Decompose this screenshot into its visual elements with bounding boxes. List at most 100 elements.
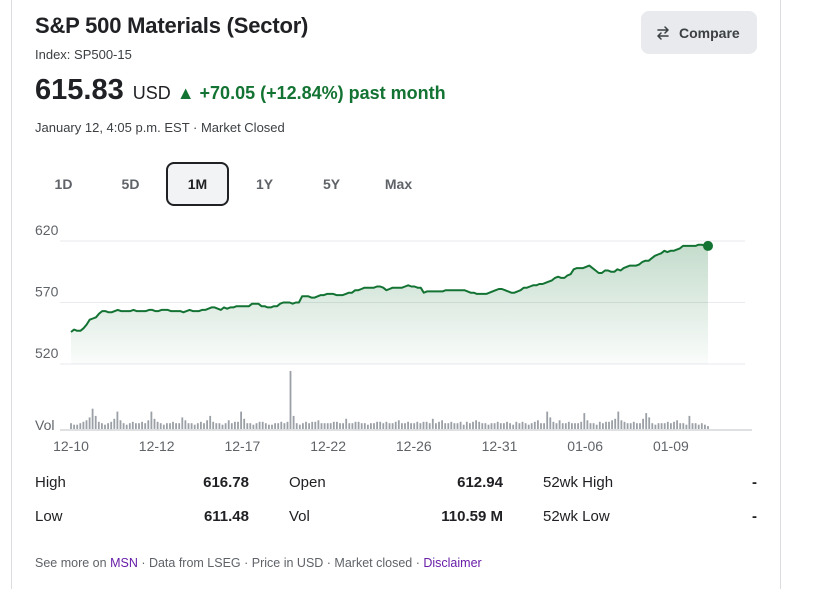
stats-table: High 616.78 Open 612.94 52wk High - Low …: [35, 474, 757, 542]
volume-bar: [209, 415, 212, 429]
y-axis-labels: 620 570 520: [35, 222, 59, 361]
disclaimer-link[interactable]: Disclaimer: [423, 556, 482, 570]
volume-bar: [456, 423, 459, 429]
y-tick-label: 570: [35, 284, 59, 300]
volume-bar: [422, 421, 425, 430]
volume-bar: [465, 421, 468, 430]
volume-bar: [218, 423, 221, 429]
x-tick-label: 01-09: [653, 438, 689, 454]
volume-bar: [577, 423, 579, 429]
volume-bar: [533, 421, 536, 430]
volume-bar: [682, 423, 685, 429]
volume-bar: [475, 420, 477, 429]
volume-bar: [79, 423, 82, 429]
volume-bar: [648, 417, 651, 429]
volume-bar: [357, 421, 360, 430]
volume-bar: [178, 423, 181, 429]
volume-bar: [252, 424, 255, 429]
stat-52wk-high-label: 52wk High: [543, 474, 614, 491]
volume-bar: [540, 423, 542, 429]
volume-bar: [119, 420, 122, 429]
volume-bar: [141, 421, 143, 430]
range-max[interactable]: Max: [384, 176, 413, 192]
stat-vol-value: 110.59 M: [441, 508, 503, 525]
volume-bar: [697, 424, 700, 429]
volume-bar: [518, 423, 521, 429]
stat-vol-label: Vol: [289, 508, 310, 525]
stat-open-value: 612.94: [457, 474, 503, 491]
stats-row-1: High 616.78 Open 612.94 52wk High -: [35, 474, 757, 508]
volume-bar: [274, 423, 276, 429]
volume-bar: [184, 420, 187, 429]
volume-bar: [636, 423, 638, 429]
volume-bar: [175, 423, 177, 429]
volume-bar: [394, 421, 397, 430]
volume-bar: [704, 424, 706, 429]
volume-bar: [317, 420, 320, 429]
volume-bar: [425, 421, 428, 430]
volume-bar: [94, 415, 97, 429]
volume-bar: [450, 421, 453, 430]
current-price: 615.83: [35, 74, 124, 106]
volume-bar: [391, 423, 394, 429]
stats-row-2: Low 611.48 Vol 110.59 M 52wk Low -: [35, 508, 757, 542]
volume-bar: [169, 423, 171, 429]
volume-bar: [348, 423, 351, 429]
volume-bar: [113, 418, 116, 429]
volume-bar: [586, 420, 589, 429]
volume-bar: [558, 420, 561, 429]
volume-bar: [206, 420, 208, 429]
volume-bar: [88, 417, 91, 429]
stat-high-value: 616.78: [203, 474, 249, 491]
volume-bar: [663, 423, 666, 429]
stat-52wk-low-value: -: [752, 508, 757, 525]
volume-bar: [605, 421, 607, 430]
compare-label: Compare: [679, 24, 740, 41]
volume-bar: [567, 421, 570, 430]
volume-bar: [478, 421, 481, 430]
volume-bar: [329, 423, 332, 429]
volume-bar: [128, 423, 131, 429]
volume-bar: [679, 423, 682, 429]
range-5d[interactable]: 5D: [121, 176, 140, 192]
volume-bar: [379, 421, 382, 430]
market-timestamp: January 12, 4:05 p.m. EST · Market Close…: [35, 120, 285, 135]
volume-bar: [571, 423, 573, 429]
volume-bar: [397, 420, 400, 429]
msn-link[interactable]: MSN: [110, 556, 138, 570]
range-1m[interactable]: 1M: [166, 162, 229, 206]
x-tick-label: 01-06: [567, 438, 603, 454]
volume-bar: [196, 423, 199, 429]
volume-bar: [156, 421, 159, 430]
range-1y[interactable]: 1Y: [255, 176, 274, 192]
range-5y[interactable]: 5Y: [322, 176, 341, 192]
volume-bar: [481, 423, 484, 429]
volume-bar: [598, 421, 601, 430]
volume-bar: [181, 417, 184, 429]
volume-bar: [110, 421, 113, 430]
volume-bar: [221, 424, 224, 429]
volume-bar: [700, 423, 703, 429]
volume-bar: [212, 421, 215, 430]
volume-bar: [459, 421, 462, 430]
volume-bars: [70, 371, 709, 430]
volume-bar: [694, 423, 697, 429]
volume-bar: [305, 421, 307, 430]
x-tick-label: 12-17: [224, 438, 260, 454]
volume-bar: [530, 423, 533, 429]
volume-bar: [144, 423, 147, 429]
volume-bar: [515, 421, 518, 430]
volume-bar: [651, 423, 654, 429]
volume-bar: [428, 423, 431, 429]
volume-bar: [339, 423, 341, 429]
volume-bar: [227, 420, 230, 429]
volume-bar: [509, 423, 511, 429]
volume-bar: [230, 423, 233, 429]
range-selector: 1D 5D 1M 1Y 5Y Max: [32, 162, 434, 206]
range-1d[interactable]: 1D: [54, 176, 73, 192]
volume-bar: [469, 423, 471, 429]
compare-button[interactable]: Compare: [641, 11, 757, 54]
volume-bar: [240, 411, 242, 429]
volume-bar: [70, 423, 72, 429]
